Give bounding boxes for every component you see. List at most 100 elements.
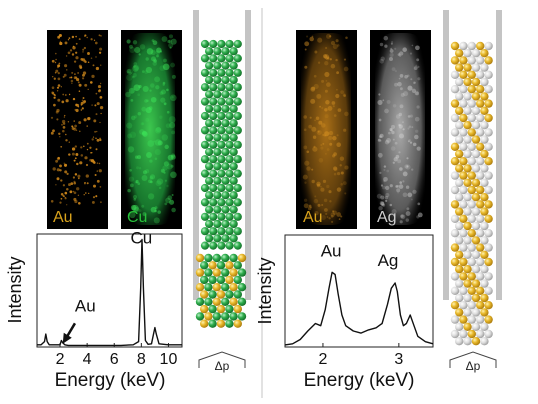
ag-signal-dot bbox=[392, 161, 395, 164]
au-signal-dot bbox=[337, 108, 342, 112]
au-signal-dot bbox=[68, 93, 71, 96]
au-signal-dot bbox=[86, 148, 89, 151]
cu-atom bbox=[216, 261, 226, 270]
ag-signal-dot bbox=[412, 81, 416, 85]
au-signal-dot bbox=[314, 195, 317, 198]
au-signal-dot bbox=[72, 97, 76, 101]
au-signal-dot bbox=[74, 73, 76, 75]
ag-signal-dot bbox=[398, 77, 401, 80]
au-signal-dot bbox=[330, 214, 334, 218]
au-atom bbox=[204, 312, 213, 321]
ag-atom bbox=[471, 250, 481, 259]
cu-atom bbox=[205, 61, 214, 70]
ag-signal-dot bbox=[398, 123, 401, 127]
cu-signal-dot bbox=[126, 122, 133, 129]
au-signal-dot bbox=[81, 99, 84, 102]
au-signal-dot bbox=[65, 99, 69, 103]
cu-atom bbox=[213, 47, 222, 56]
au-atom bbox=[471, 178, 481, 187]
au-signal-dot bbox=[343, 58, 347, 61]
au-signal-dot bbox=[95, 66, 100, 71]
au-signal-dot bbox=[52, 129, 55, 133]
au-signal-dot bbox=[317, 37, 323, 43]
au-atom bbox=[229, 268, 238, 277]
cu-signal-dot bbox=[150, 180, 153, 184]
cu-atom bbox=[233, 97, 242, 106]
cu-signal-dot bbox=[148, 106, 153, 111]
au-signal-dot bbox=[73, 76, 77, 80]
au-signal-dot bbox=[82, 145, 85, 148]
au-signal-dot bbox=[336, 142, 342, 148]
cu-atom bbox=[225, 126, 234, 135]
au-signal-dot bbox=[53, 103, 56, 107]
ag-signal-dot bbox=[389, 184, 393, 188]
cu-atom bbox=[195, 312, 205, 321]
ag-atom bbox=[471, 106, 481, 116]
ag-atom bbox=[480, 135, 489, 144]
x-axis-label: Energy (keV) bbox=[55, 370, 166, 391]
au-signal-dot bbox=[99, 96, 103, 99]
cu-atom bbox=[213, 133, 222, 142]
cu-atom bbox=[212, 312, 221, 321]
cu-atom bbox=[205, 119, 214, 128]
cu-signal-dot bbox=[127, 146, 135, 153]
au-atom bbox=[480, 207, 489, 216]
au-signal-dot bbox=[324, 89, 328, 93]
ag-signal-dot bbox=[406, 165, 409, 168]
au-signal-dot bbox=[61, 123, 63, 126]
au-signal-dot bbox=[91, 200, 95, 204]
au-atom bbox=[480, 308, 489, 317]
au-signal-dot bbox=[73, 60, 77, 63]
au-signal-dot bbox=[71, 125, 74, 128]
ag-atom bbox=[450, 214, 460, 223]
au-atom bbox=[480, 193, 489, 202]
left-cu-map: Cu bbox=[121, 30, 182, 229]
cu-atom bbox=[213, 75, 222, 85]
ag-signal-dot bbox=[412, 189, 417, 194]
cu-atom bbox=[213, 90, 222, 99]
au-signal-dot bbox=[65, 55, 68, 57]
au-signal-dot bbox=[344, 192, 347, 195]
left-au-map: Au bbox=[47, 30, 108, 229]
au-signal-dot bbox=[85, 163, 89, 167]
cu-signal-dot bbox=[164, 179, 168, 182]
au-signal-dot bbox=[84, 83, 88, 87]
au-atom bbox=[450, 157, 460, 166]
cu-signal-dot bbox=[171, 194, 174, 196]
au-signal-dot bbox=[326, 33, 331, 39]
cu-signal-dot bbox=[130, 99, 134, 102]
ag-atom bbox=[450, 185, 460, 195]
au-signal-dot bbox=[316, 93, 322, 99]
cu-signal-dot bbox=[145, 107, 152, 114]
cu-signal-dot bbox=[166, 163, 173, 170]
cu-atom bbox=[217, 241, 226, 250]
cu-atom bbox=[217, 68, 226, 77]
au-signal-dot bbox=[326, 216, 329, 218]
cu-atom bbox=[221, 75, 230, 85]
au-atom bbox=[484, 200, 493, 209]
au-signal-dot bbox=[332, 105, 335, 108]
au-signal-dot bbox=[74, 157, 77, 160]
cu-signal-dot bbox=[171, 95, 174, 99]
cu-signal-dot bbox=[145, 66, 153, 74]
ag-signal-dot bbox=[378, 118, 382, 122]
au-signal-dot bbox=[56, 177, 60, 181]
au-signal-dot bbox=[307, 206, 312, 211]
au-signal-dot bbox=[335, 39, 339, 43]
ag-signal-dot bbox=[383, 176, 388, 182]
ag-signal-dot bbox=[386, 137, 391, 143]
au-atom bbox=[229, 283, 238, 292]
cu-atom bbox=[229, 75, 238, 85]
ag-signal-dot bbox=[407, 140, 410, 143]
cu-atom bbox=[221, 253, 230, 263]
ag-signal-dot bbox=[408, 139, 411, 142]
ag-atom bbox=[471, 164, 481, 173]
x-tick-label: 8 bbox=[137, 351, 146, 368]
au-atom bbox=[467, 329, 476, 339]
au-atom bbox=[455, 207, 464, 216]
au-signal-dot bbox=[99, 47, 103, 51]
au-signal-dot bbox=[322, 54, 328, 59]
ag-signal-dot bbox=[417, 65, 420, 69]
ag-atom bbox=[467, 41, 476, 51]
ag-atom bbox=[459, 41, 468, 51]
